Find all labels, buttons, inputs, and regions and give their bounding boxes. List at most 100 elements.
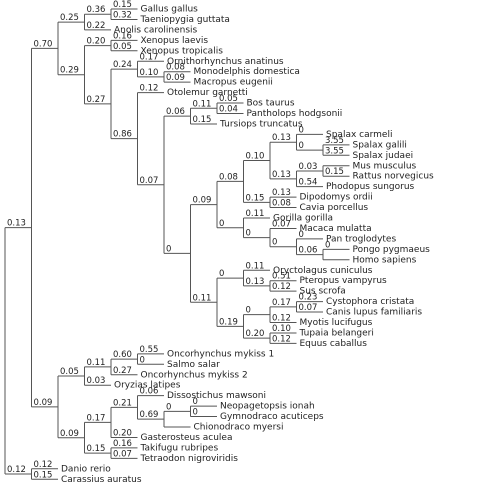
species-name: Dipodomys ordii — [300, 193, 373, 203]
branch-length: 0.15 — [87, 444, 106, 454]
branch-length: 0.09 — [166, 73, 185, 83]
species-name: Danio rerio — [61, 464, 111, 474]
species-name: Gymnodraco acuticeps — [220, 412, 324, 422]
branch-length: 0.12 — [272, 334, 291, 344]
species-name: Xenopus tropicalis — [141, 46, 224, 56]
branch-length: 0.17 — [140, 52, 159, 62]
branch-length: 0.07 — [113, 449, 132, 459]
branch-length: 0.11 — [246, 261, 265, 271]
branch-length: 0.27 — [87, 95, 106, 105]
species-name: Neopagetopsis ionah — [220, 402, 315, 412]
branch-length: 0.08 — [166, 63, 185, 73]
branch-length: 0.70 — [34, 39, 53, 49]
branch-length: 0.13 — [246, 277, 265, 287]
species-name: Gallus gallus — [141, 5, 199, 15]
branch-length: 0 — [166, 402, 171, 412]
species-name: Bos taurus — [247, 99, 295, 109]
species-name: Salmo salar — [167, 360, 220, 370]
branch-length: 0.27 — [113, 366, 132, 376]
branch-length: 0.54 — [299, 178, 318, 188]
branch-length: 0.07 — [299, 303, 318, 313]
species-name: Taeniopygia guttata — [140, 15, 230, 25]
branch-length: 0.06 — [166, 107, 185, 117]
branch-length: 0.09 — [34, 398, 53, 408]
branch-length: 0.17 — [87, 413, 106, 423]
species-name: Oncorhynchus mykiss 2 — [141, 370, 248, 380]
species-name: Macropus eugenii — [194, 78, 273, 88]
branch-length: 0 — [166, 244, 171, 254]
species-name: Cavia porcellus — [300, 203, 369, 213]
branch-length: 0.69 — [140, 410, 159, 420]
branch-length: 0.13 — [272, 188, 291, 198]
species-name: Ornithorhynchus anatinus — [167, 57, 284, 67]
branch-length: 0.06 — [299, 246, 318, 256]
species-name: Homo sapiens — [353, 255, 417, 265]
branch-length: 0.09 — [60, 429, 79, 439]
branch-length: 0.12 — [140, 84, 159, 94]
species-name: Pantholops hodgsonii — [247, 109, 343, 119]
species-name: Pan troglodytes — [326, 234, 396, 244]
branch-length: 0.20 — [246, 329, 265, 339]
branch-length: 0 — [325, 240, 330, 250]
branch-length: 0.05 — [113, 42, 132, 52]
branch-length: 0 — [193, 408, 198, 418]
species-name: Xenopus laevis — [141, 36, 209, 46]
species-name: Sus scrofa — [300, 287, 346, 297]
branch-length: 0 — [272, 238, 277, 248]
branch-length: 0.04 — [219, 105, 238, 115]
species-name: Pteropus vampyrus — [300, 276, 388, 286]
branch-length: 0.13 — [272, 133, 291, 143]
species-name: Macaca mulatta — [300, 224, 372, 234]
branch-length: 0 — [219, 219, 224, 229]
species-name: Takifugu rubripes — [140, 443, 219, 453]
branch-length: 0.29 — [60, 66, 79, 76]
species-name: Canis lupus familiaris — [326, 308, 422, 318]
branch-length: 0 — [299, 141, 304, 151]
species-name: Myotis lucifugus — [300, 318, 373, 328]
branch-length: 0.17 — [272, 298, 291, 308]
branch-length: 0.08 — [272, 199, 291, 209]
species-name: Tetraodon nigroviridis — [140, 454, 239, 464]
branch-length: 0.24 — [113, 60, 132, 70]
branch-length: 0.15 — [246, 193, 265, 203]
branch-length: 3.55 — [325, 146, 344, 156]
species-name: Spalax galili — [353, 140, 407, 150]
species-name: Mus musculus — [353, 161, 417, 171]
branch-length: 0.12 — [272, 282, 291, 292]
species-name: Tursiops truncatus — [219, 119, 303, 129]
branch-length: 0.21 — [113, 398, 132, 408]
branch-length: 0.08 — [219, 172, 238, 182]
species-name: Oryzias latipes — [114, 381, 181, 391]
branch-length: 0.11 — [246, 209, 265, 219]
species-name: Gorilla gorilla — [273, 214, 333, 224]
branch-length: 0.16 — [113, 31, 132, 41]
species-name: Otolemur garnetti — [167, 88, 248, 98]
branch-length: 0.10 — [246, 152, 265, 162]
branch-length: 0.03 — [87, 376, 106, 386]
branch-length: 0 — [193, 397, 198, 407]
species-name: Gasterosteus aculea — [141, 433, 233, 443]
species-name: Tupaia belangeri — [299, 328, 374, 338]
branch-length: 0.05 — [60, 367, 79, 377]
species-name: Dissostichus mawsoni — [167, 391, 266, 401]
species-name: Oryctolagus cuniculus — [273, 266, 373, 276]
branch-length: 0 — [140, 355, 145, 365]
species-name: Pongo pygmaeus — [353, 245, 431, 255]
species-name: Oncorhynchus mykiss 1 — [167, 349, 274, 359]
branch-length: 0.25 — [60, 13, 79, 23]
branch-length: 0.09 — [193, 196, 212, 206]
species-name: Monodelphis domestica — [194, 67, 300, 77]
branch-length: 0 — [299, 125, 304, 135]
branch-length: 0.05 — [219, 94, 238, 104]
species-name: Equus caballus — [300, 339, 368, 349]
branch-length: 0 — [246, 306, 251, 316]
branch-length: 0.07 — [272, 219, 291, 229]
branch-length: 0 — [246, 229, 251, 239]
branch-length: 0.13 — [7, 219, 26, 229]
species-name: Spalax carmeli — [326, 130, 392, 140]
branch-length: 3.55 — [325, 136, 344, 146]
branch-length: 0.10 — [272, 324, 291, 334]
branch-length: 0 — [219, 269, 224, 279]
branch-length: 0.20 — [113, 428, 132, 438]
